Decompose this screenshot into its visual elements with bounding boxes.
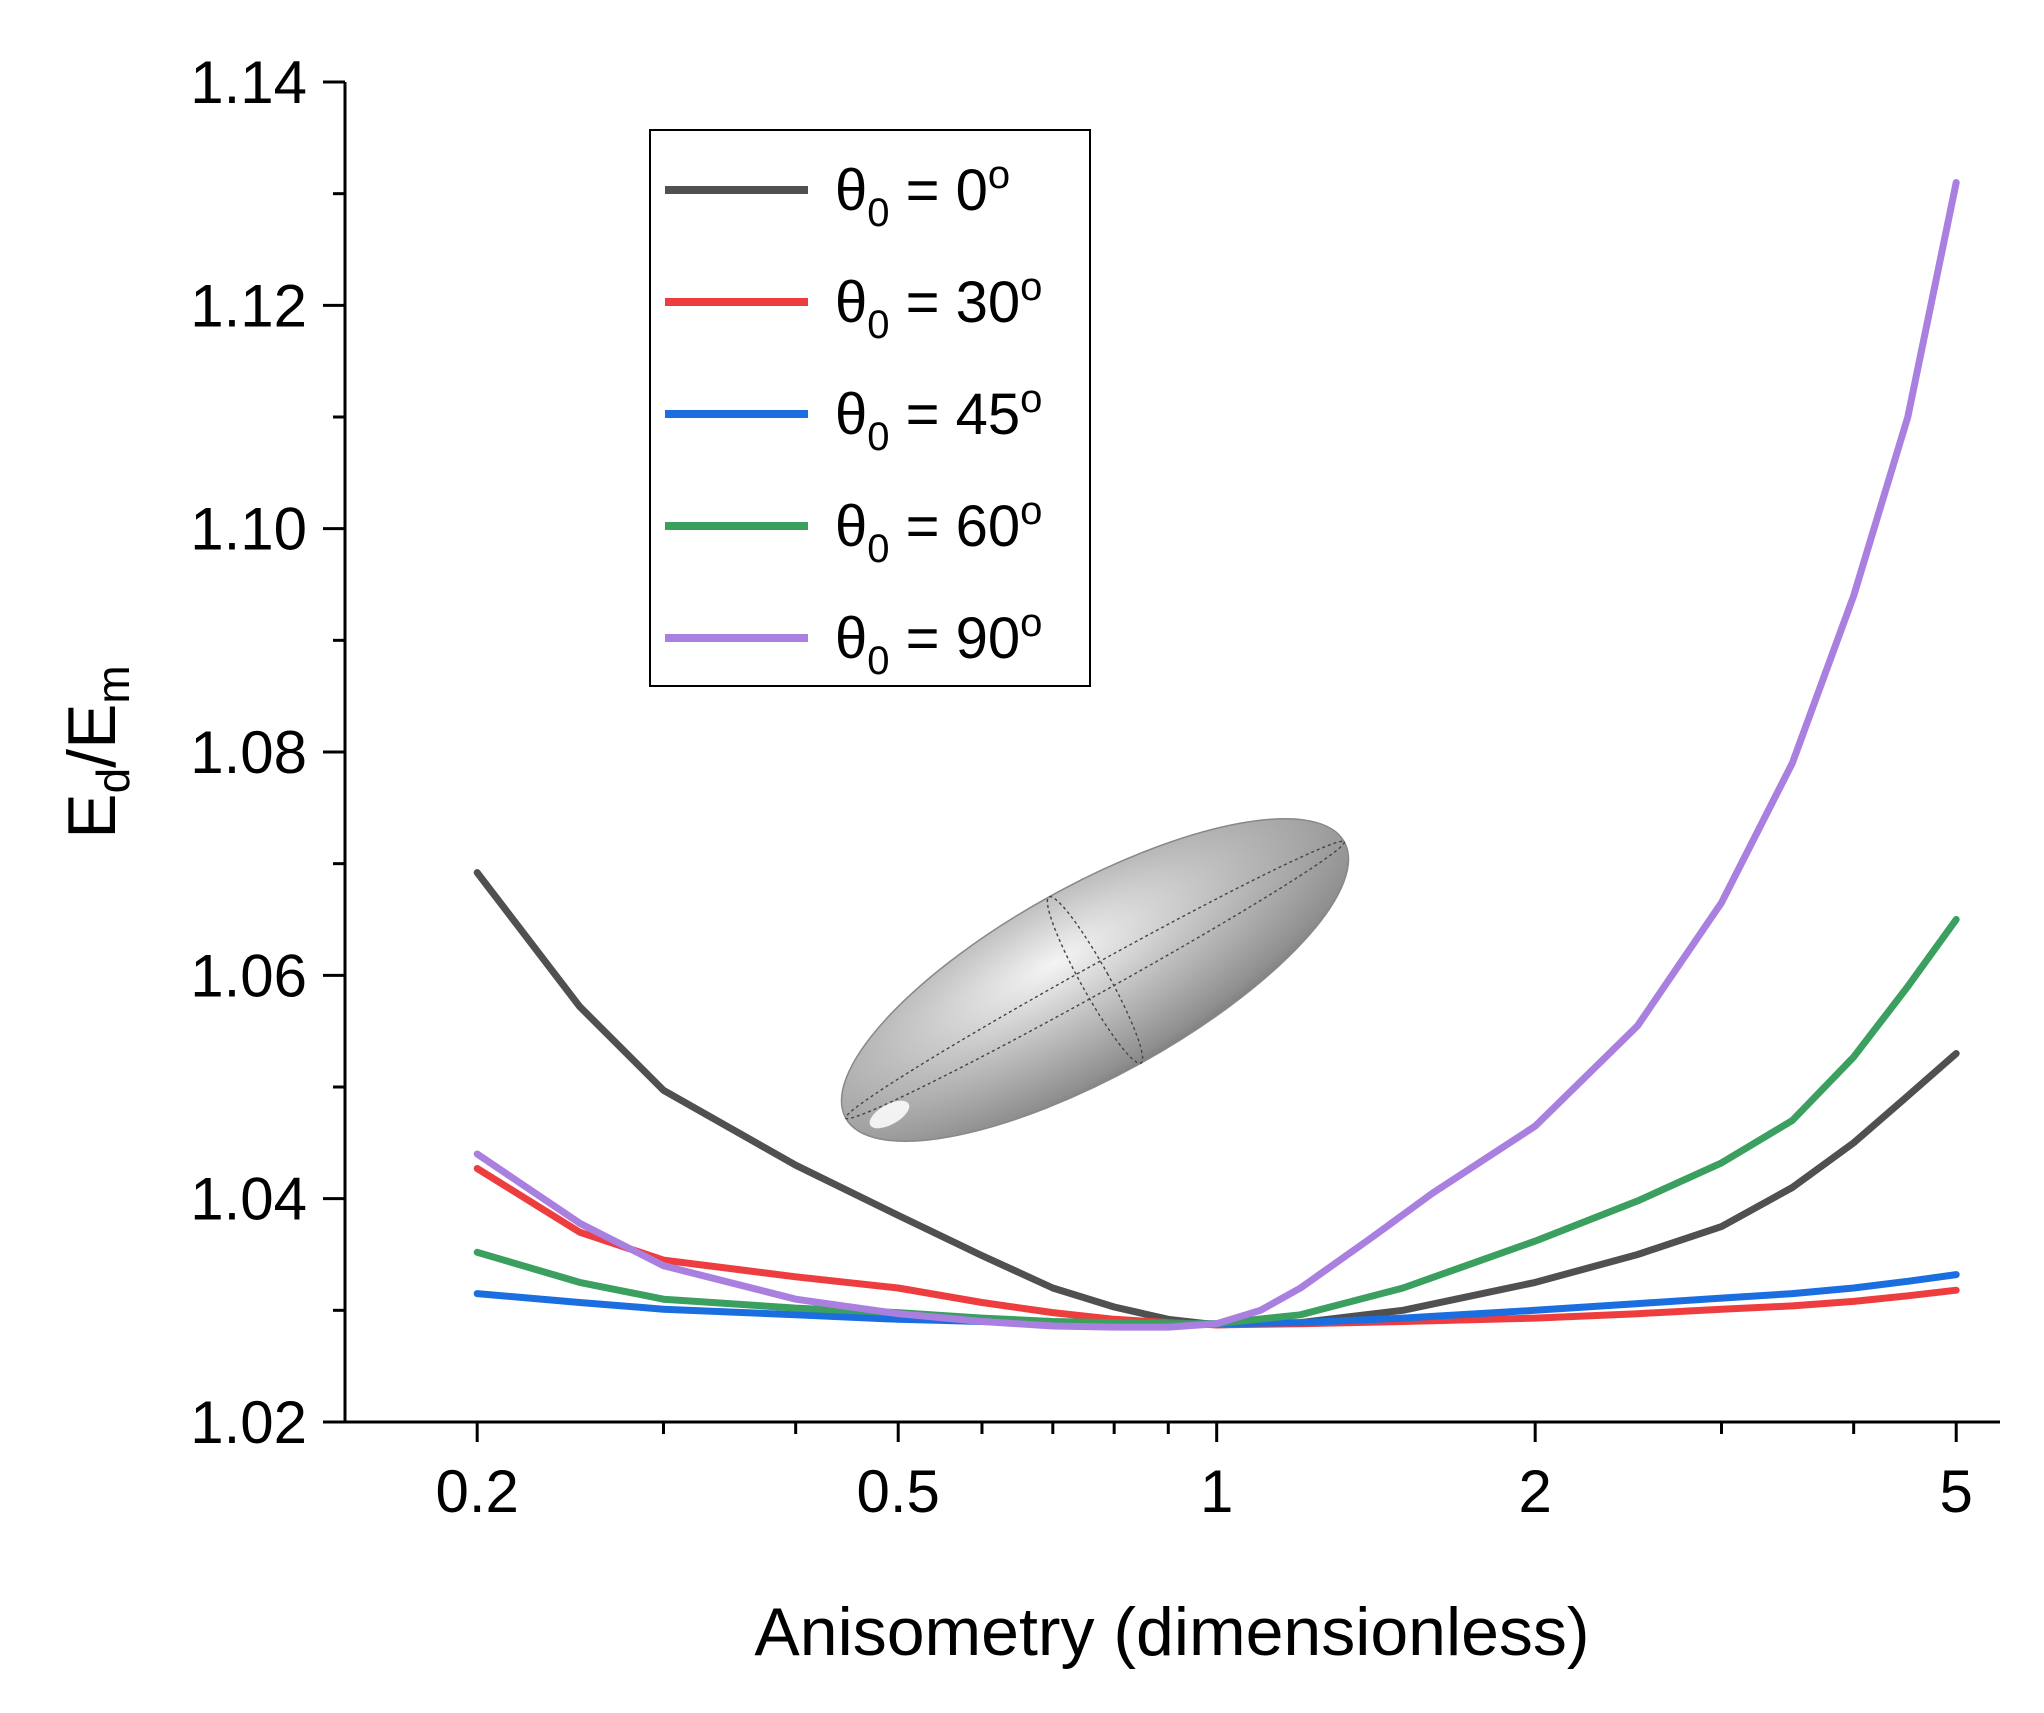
svg-text:Ed/Em: Ed/Em (54, 665, 139, 839)
y-tick-label: 1.04 (190, 1166, 307, 1233)
x-tick-label: 0.5 (856, 1458, 939, 1525)
legend-label-theta-90: θ0 = 90o (835, 601, 1042, 683)
plot-lines (473, 179, 1960, 1331)
x-ticks: 0.2 0.5 1 2 5 (435, 1422, 1973, 1525)
legend: θ0 = 0o θ0 = 30o θ0 = 45o θ0 = 60o θ0 = 90o (649, 129, 1091, 687)
y-tick-label: 1.12 (190, 272, 307, 339)
y-tick-label: 1.08 (190, 719, 307, 786)
x-tick-label: 5 (1940, 1458, 1973, 1525)
axes (343, 82, 2000, 1424)
series-line-theta-90 (473, 179, 1960, 1331)
legend-label-theta-0: θ0 = 0o (835, 153, 1010, 235)
y-tick-label: 1.06 (190, 942, 307, 1009)
x-tick-label: 0.2 (435, 1458, 518, 1525)
legend-label-theta-60: θ0 = 60o (835, 489, 1042, 571)
legend-label-theta-45: θ0 = 45o (835, 377, 1042, 459)
x-axis-label: Anisometry (dimensionless) (754, 1594, 1589, 1670)
x-tick-label: 1 (1200, 1458, 1233, 1525)
y-tick-label: 1.14 (190, 49, 307, 116)
x-tick-label: 2 (1518, 1458, 1551, 1525)
y-tick-label: 1.10 (190, 496, 307, 563)
legend-label-theta-30: θ0 = 30o (835, 265, 1042, 347)
legend-box (649, 129, 1091, 687)
y-tick-label: 1.02 (190, 1389, 307, 1456)
ellipsoid-illustration (840, 818, 1350, 1142)
y-ticks: 1.02 1.04 1.06 1.08 1.10 1.12 1.14 (190, 49, 345, 1456)
y-axis-label: Ed/Em (54, 665, 139, 839)
